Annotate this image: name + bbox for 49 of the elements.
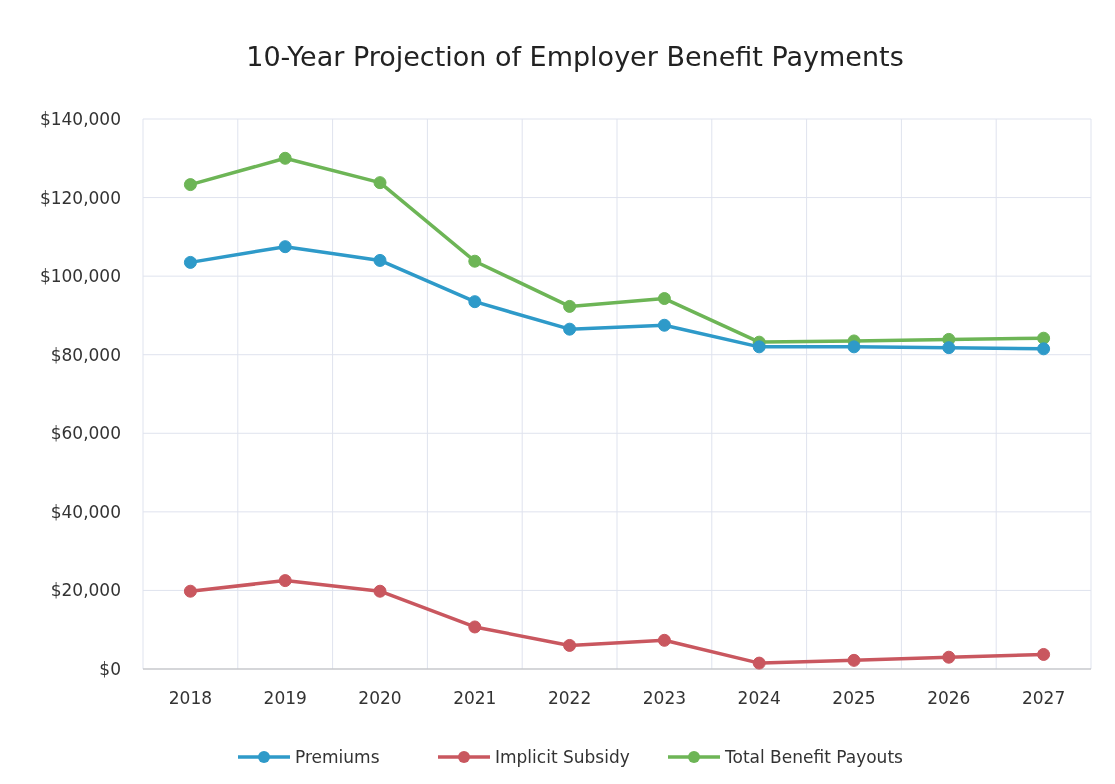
x-tick-label: 2021 [453,688,497,708]
x-tick-label: 2025 [832,688,876,708]
point [278,151,292,165]
y-tick-label: $140,000 [39,108,121,129]
x-tick-label: 2018 [168,688,213,708]
point [752,340,766,354]
point [752,656,766,670]
point [563,299,577,313]
x-tick-label: 2022 [547,688,592,708]
y-tick-label: $120,000 [39,187,121,208]
y-tick-label: $80,000 [50,344,121,365]
point [278,574,292,588]
point [278,240,292,254]
legend-label: Premiums [295,746,380,767]
y-tick-label: $40,000 [50,501,121,522]
x-tick-label: 2024 [737,688,781,708]
x-tick-label: 2020 [358,688,402,708]
point [657,292,671,306]
point [183,255,197,269]
point [1037,342,1051,356]
x-tick-label: 2019 [263,688,307,708]
point [183,178,197,192]
point [847,340,861,354]
point [942,341,956,355]
y-tick-label: $100,000 [39,266,121,287]
point [942,650,956,664]
point [468,254,482,268]
x-tick-label: 2023 [642,688,687,708]
chart-title: 10-Year Projection of Employer Benefit Payments [246,41,904,72]
x-tick-label: 2027 [1021,688,1066,708]
point [468,620,482,634]
point [373,253,387,267]
point [657,633,671,647]
point [563,322,577,336]
point [183,584,197,598]
point [1037,647,1051,661]
legend-label: Implicit Subsidy [495,746,630,767]
point [373,176,387,190]
y-tick-label: $60,000 [50,423,121,444]
point [847,653,861,667]
y-tick-label: $20,000 [50,580,121,601]
y-tick-label: $0 [99,658,121,679]
point [657,318,671,332]
point [563,638,577,652]
point [1037,331,1051,345]
point [373,584,387,598]
legend-label: Total Benefit Payouts [724,746,904,767]
point [468,295,482,309]
x-tick-label: 2026 [927,688,971,708]
